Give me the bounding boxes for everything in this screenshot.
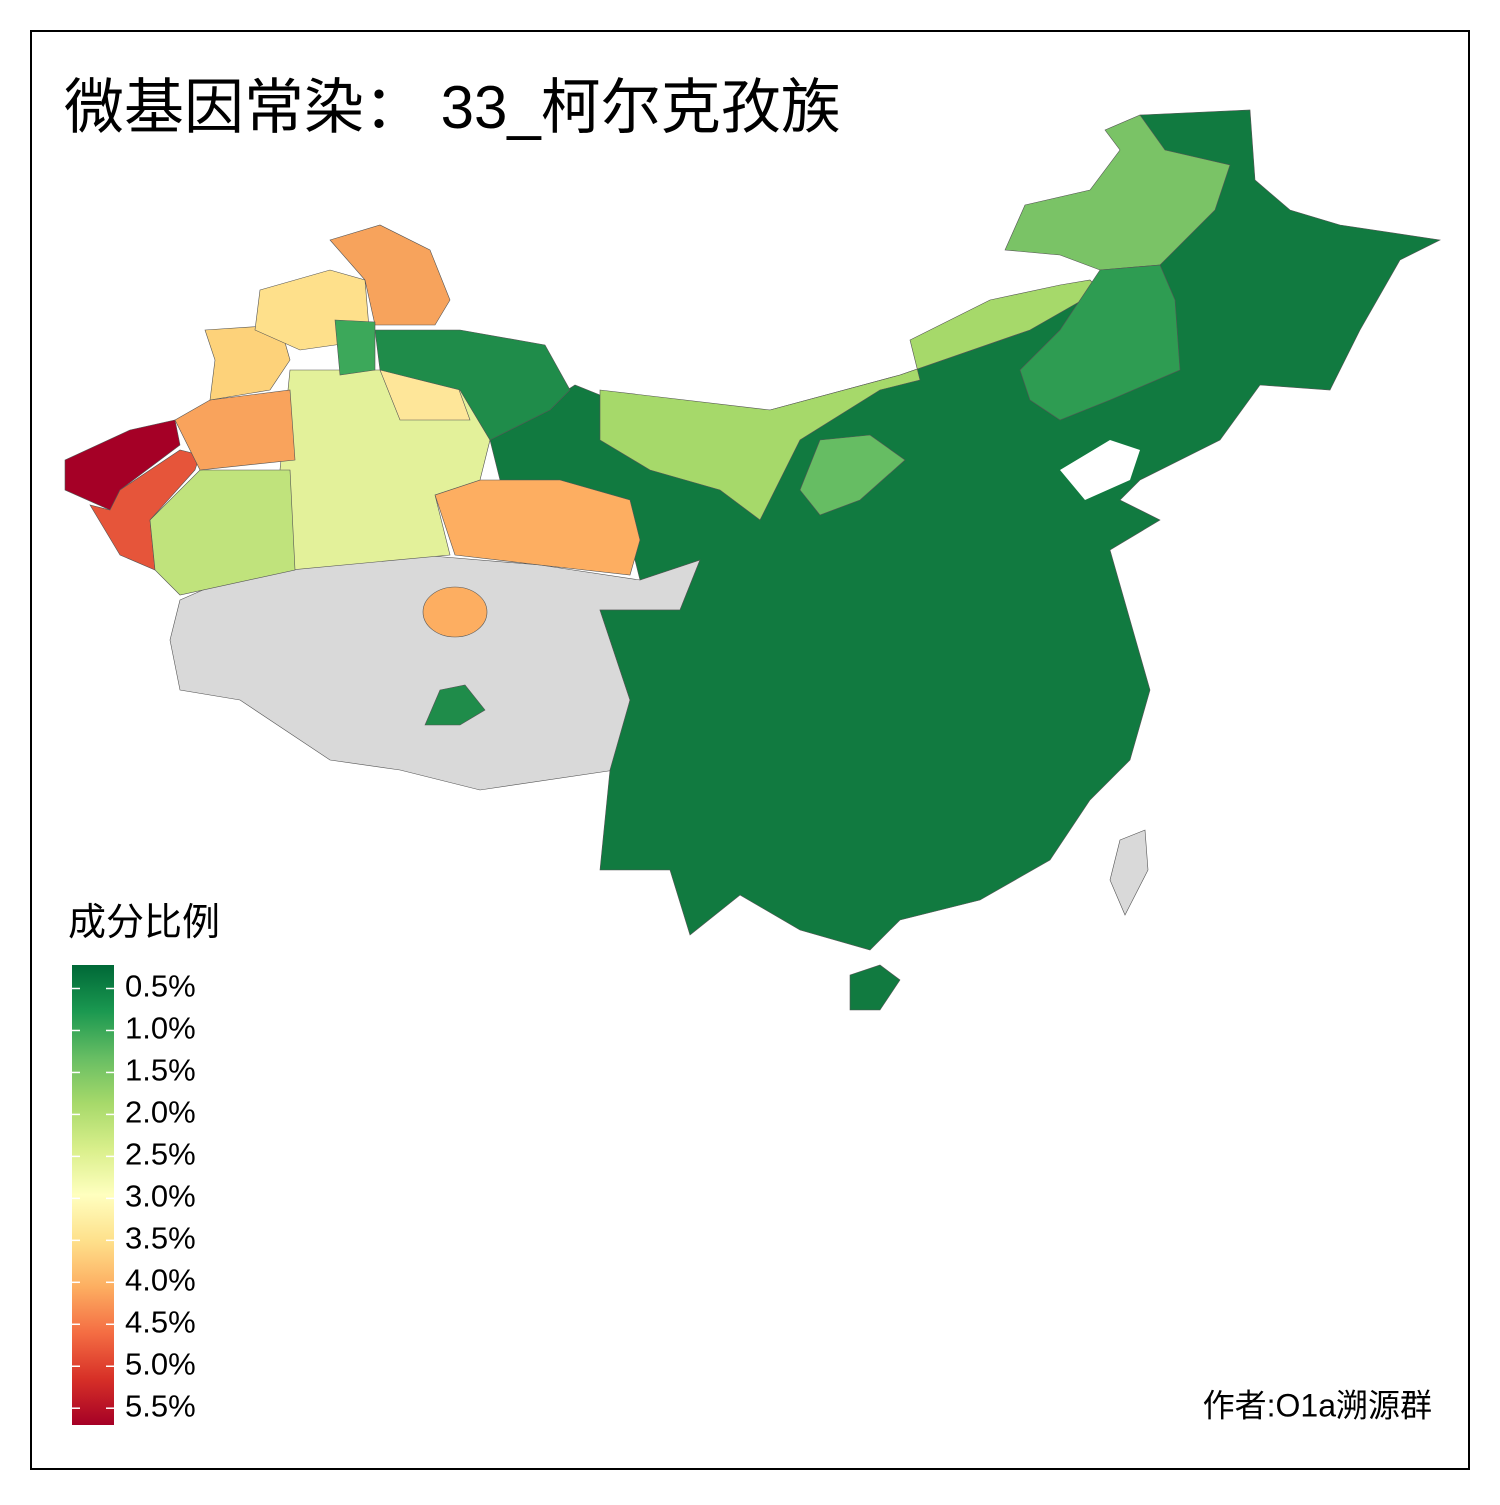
region (334, 319, 376, 376)
region (599, 279, 1101, 521)
map (64, 109, 1441, 1011)
region (89, 449, 201, 571)
legend-label: 4.0% (125, 1262, 196, 1297)
legend: 0.5% 1.0% 1.5% 2.0% 2.5% 3.0% 3.5% 4.0% 4.5% 5.0%… (72, 965, 196, 1425)
title: 微基因常染： 33_柯尔克孜族 (64, 74, 841, 141)
region (374, 329, 571, 441)
legend-label: 4.5% (125, 1304, 196, 1339)
region (64, 419, 181, 511)
region (422, 586, 488, 638)
legend-label: 5.0% (125, 1346, 196, 1381)
legend-label: 3.5% (125, 1221, 196, 1256)
legend-label: 2.0% (125, 1095, 196, 1130)
sea (1060, 440, 1140, 500)
region (849, 964, 901, 1011)
region (799, 434, 906, 516)
legend-label: 1.5% (125, 1053, 196, 1088)
legend-label: 3.0% (125, 1179, 196, 1214)
legend-label: 5.5% (125, 1388, 196, 1423)
legend-title: 成分比例 (68, 902, 220, 944)
legend-label: 2.5% (125, 1137, 196, 1172)
region (424, 684, 486, 726)
region (434, 479, 641, 576)
region (1019, 264, 1181, 421)
credit: 作者:O1a溯源群 (1203, 1387, 1432, 1423)
region (174, 389, 296, 471)
region (1109, 829, 1149, 916)
legend-label: 1.0% (125, 1011, 196, 1046)
legend-label: 0.5% (125, 969, 196, 1004)
region (329, 224, 451, 326)
color-bar (72, 965, 114, 1425)
